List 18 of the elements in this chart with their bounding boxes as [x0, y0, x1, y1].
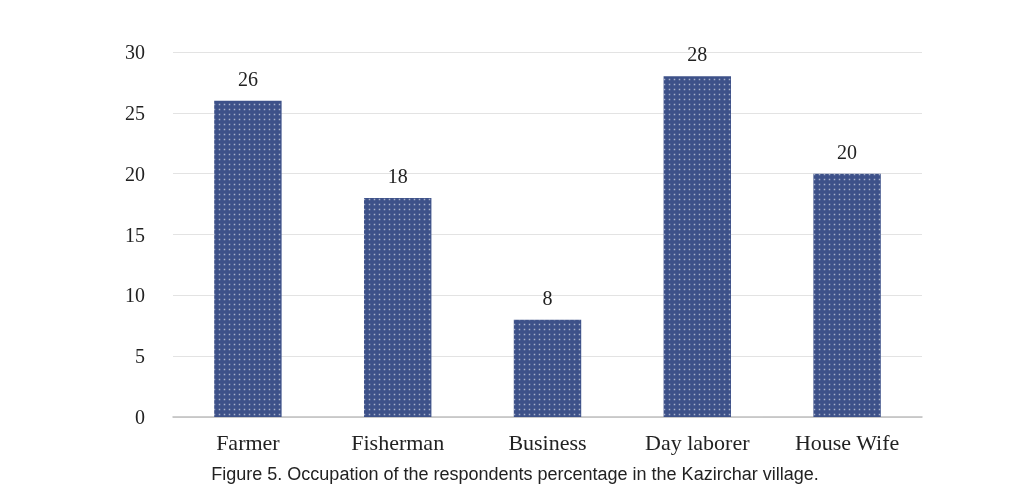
y-tick-label: 0 [135, 406, 145, 428]
y-tick-label: 5 [135, 345, 145, 368]
y-tick-label: 15 [125, 223, 145, 246]
y-tick-label: 10 [125, 284, 145, 307]
x-tick-label: Fisherman [351, 429, 445, 455]
data-label: 20 [837, 140, 858, 163]
data-label: 18 [387, 165, 408, 187]
x-tick-label: House Wife [794, 429, 900, 455]
data-label: 26 [237, 67, 258, 90]
x-tick-label: Day laborer [645, 429, 751, 455]
y-tick-label: 30 [125, 41, 145, 63]
x-tick-label: Business [508, 429, 587, 455]
caption: Figure 5. Occupation of the respondents percentage in the Kazirchar village. [211, 464, 819, 484]
data-label: 28 [687, 43, 708, 66]
y-tick-label: 25 [125, 101, 145, 124]
data-label: 8 [542, 286, 553, 309]
y-tick-label: 20 [125, 162, 145, 185]
x-tick-label: Farmer [216, 429, 281, 455]
